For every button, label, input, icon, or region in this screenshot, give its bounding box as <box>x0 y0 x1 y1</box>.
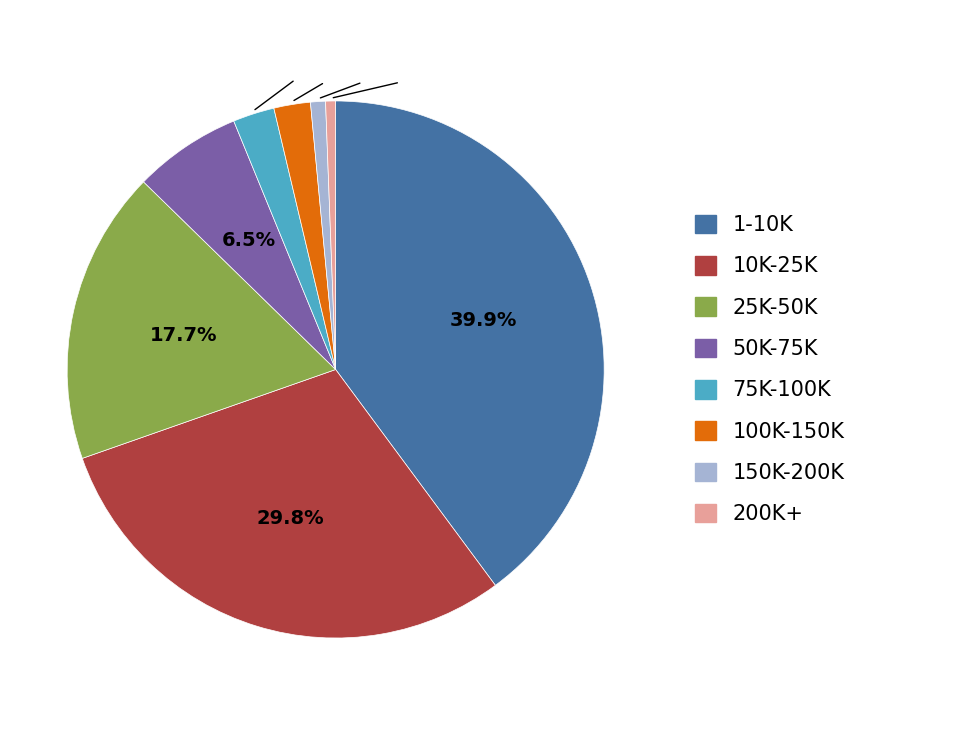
Wedge shape <box>325 101 336 370</box>
Text: 6.5%: 6.5% <box>222 231 275 250</box>
Wedge shape <box>144 121 336 370</box>
Text: 17.7%: 17.7% <box>150 327 218 345</box>
Wedge shape <box>234 108 336 370</box>
Wedge shape <box>82 370 496 638</box>
Text: 2.5%: 2.5% <box>206 0 261 3</box>
Text: 29.8%: 29.8% <box>256 509 324 528</box>
Wedge shape <box>67 182 336 458</box>
Legend: 1-10K, 10K-25K, 25K-50K, 50K-75K, 75K-100K, 100K-150K, 150K-200K, 200K+: 1-10K, 10K-25K, 25K-50K, 50K-75K, 75K-10… <box>695 215 845 524</box>
Text: 39.9%: 39.9% <box>450 311 517 330</box>
Wedge shape <box>336 101 604 585</box>
Wedge shape <box>274 102 336 370</box>
Wedge shape <box>311 101 336 370</box>
